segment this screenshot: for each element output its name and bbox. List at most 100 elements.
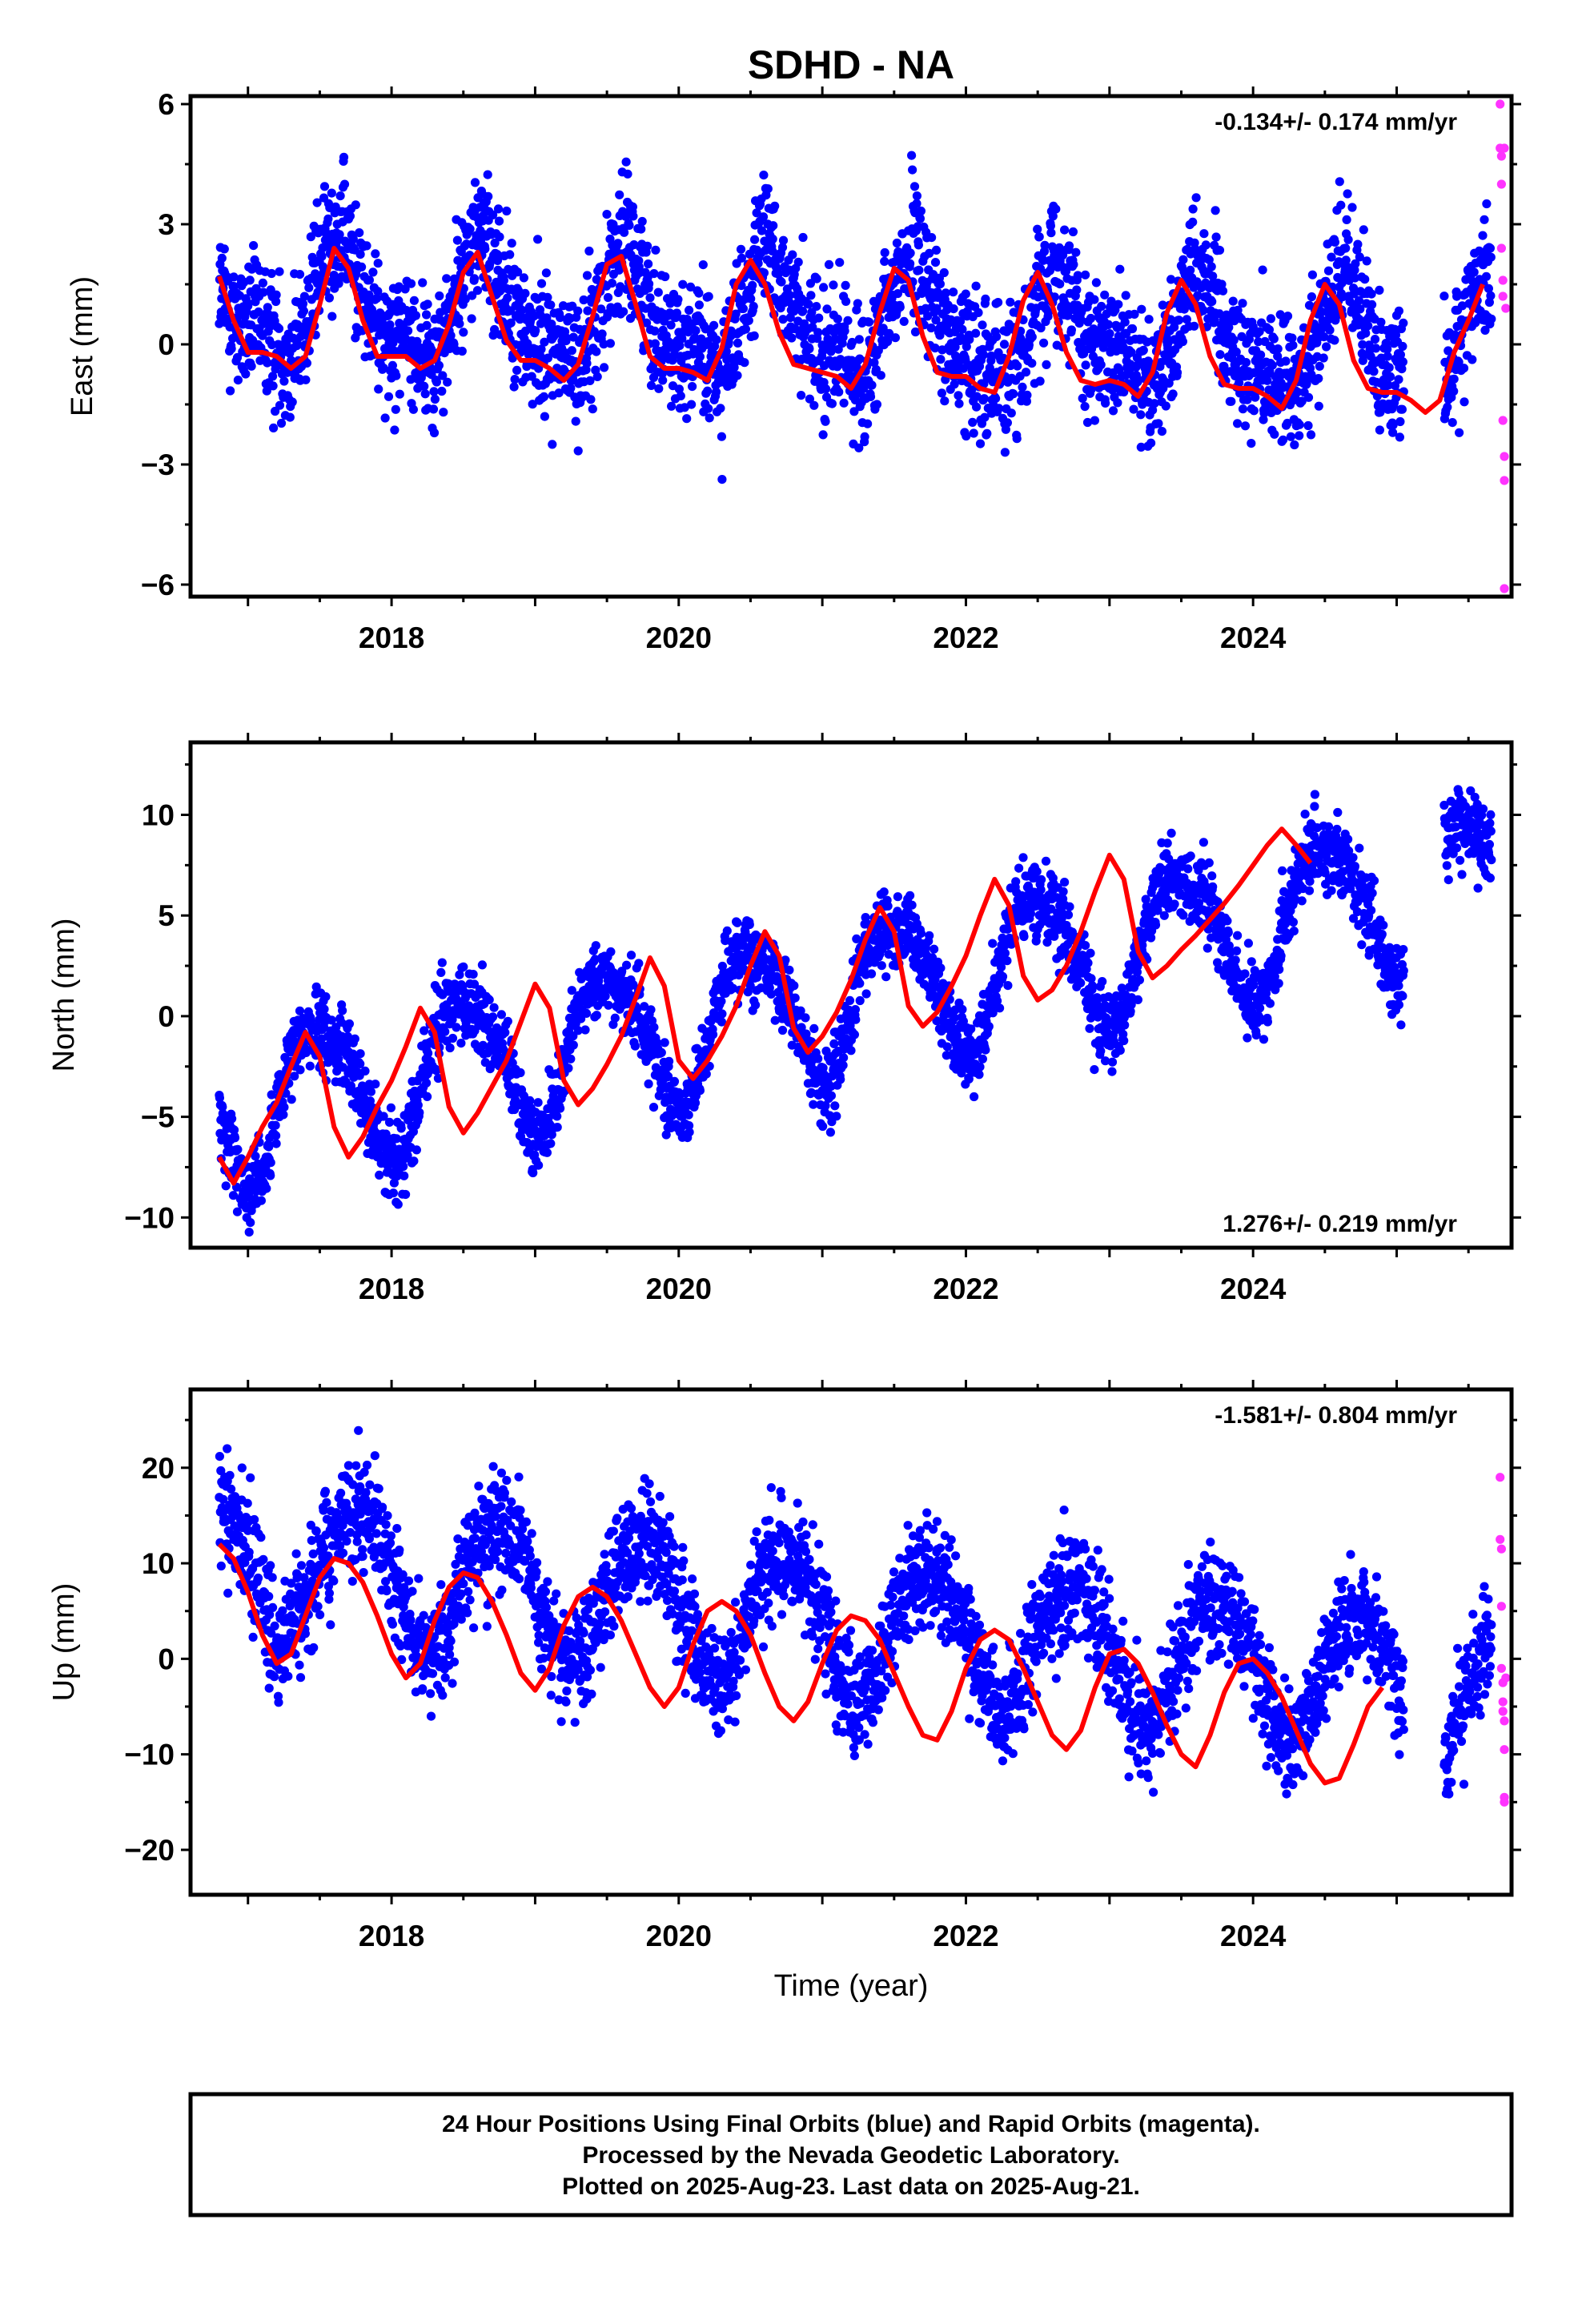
east-final-point [1259, 415, 1268, 424]
east-final-point [835, 258, 845, 267]
east-final-point [853, 299, 862, 308]
east-final-point [384, 308, 395, 319]
east-final-point [731, 309, 741, 319]
north-final-point [424, 1048, 433, 1058]
east-final-point [243, 301, 253, 311]
east-final-point [548, 440, 557, 449]
east-final-point [258, 278, 267, 287]
east-final-point [298, 299, 308, 308]
east-final-point [971, 328, 981, 338]
east-final-point [592, 372, 602, 381]
east-final-point [1078, 393, 1087, 403]
east-final-point [1018, 382, 1027, 392]
east-final-point [1288, 340, 1298, 350]
east-final-point [263, 358, 272, 368]
north-final-point [695, 1086, 705, 1096]
east-final-point [599, 340, 608, 349]
north-final-point [600, 991, 610, 1001]
east-final-point [287, 397, 297, 407]
east-final-point [409, 296, 419, 305]
east-final-point [319, 182, 330, 191]
east-final-point [1460, 397, 1469, 407]
east-final-point [339, 179, 350, 189]
east-final-point [1115, 264, 1125, 274]
east-final-point [746, 294, 756, 304]
north-final-point [305, 1061, 315, 1071]
east-final-point [650, 339, 661, 348]
east-final-point [741, 324, 751, 334]
east-final-point [355, 250, 365, 259]
east-final-point [1228, 296, 1238, 306]
east-final-point [1484, 283, 1493, 293]
north-final-point [415, 1108, 424, 1117]
north-final-point [661, 1130, 671, 1140]
east-final-point [503, 293, 512, 303]
east-final-point [818, 430, 828, 440]
north-final-point [669, 1076, 680, 1086]
east-final-point [505, 250, 515, 259]
north-final-point [433, 1073, 444, 1084]
east-final-point [806, 291, 816, 300]
east-final-point [658, 376, 668, 385]
north-final-point [244, 1228, 254, 1237]
east-final-point [546, 300, 556, 310]
north-final-point [879, 887, 889, 897]
east-final-point [372, 293, 382, 303]
east-final-point [752, 208, 761, 218]
north-final-point [644, 1079, 653, 1089]
east-final-point [691, 326, 701, 336]
east-final-point [1129, 404, 1138, 414]
east-final-point [1168, 389, 1178, 399]
east-final-point [373, 259, 383, 268]
east-final-point [833, 314, 842, 324]
east-final-point [484, 191, 493, 201]
north-final-point [745, 981, 755, 991]
east-final-point [536, 279, 547, 288]
east-final-point [908, 165, 917, 175]
east-final-point [1114, 300, 1123, 309]
east-x-tick-label: 2024 [1220, 621, 1287, 654]
north-final-point [893, 892, 902, 902]
east-final-point [1255, 327, 1264, 336]
east-final-point [1439, 292, 1449, 301]
east-final-point [446, 331, 456, 340]
north-final-point [801, 1013, 810, 1023]
north-final-point [432, 1066, 441, 1076]
east-rapid-point [1496, 99, 1505, 109]
east-final-point [843, 316, 853, 325]
east-final-point [494, 216, 504, 226]
east-rapid-point [1498, 292, 1508, 301]
north-final-point [267, 1090, 276, 1100]
east-final-point [740, 358, 749, 368]
east-final-point [391, 371, 401, 380]
north-final-point [215, 1093, 224, 1103]
north-final-point [664, 1072, 673, 1081]
east-final-point [1166, 315, 1175, 324]
east-final-point [275, 267, 284, 276]
east-final-point [1217, 279, 1227, 289]
east-final-point [1283, 418, 1292, 428]
east-final-point [1303, 420, 1313, 431]
east-final-point [422, 320, 432, 330]
north-final-point [246, 1218, 255, 1228]
east-final-point [628, 211, 638, 221]
east-final-point [335, 230, 344, 239]
east-final-point [860, 432, 869, 442]
chart-title: SDHD - NA [748, 42, 954, 87]
east-final-point [269, 423, 279, 433]
east-final-point [1394, 306, 1403, 316]
north-final-point [685, 1121, 694, 1131]
east-final-point [978, 320, 987, 330]
north-final-point [496, 1010, 507, 1019]
east-final-point [385, 320, 395, 330]
north-final-point [455, 970, 464, 979]
north-final-point [484, 995, 494, 1004]
east-final-point [1443, 346, 1453, 356]
east-final-point [467, 314, 476, 324]
east-final-point [931, 316, 941, 325]
east-final-point [935, 279, 945, 289]
east-final-point [834, 387, 844, 397]
east-final-point [1006, 408, 1016, 418]
north-final-point [218, 1102, 227, 1112]
